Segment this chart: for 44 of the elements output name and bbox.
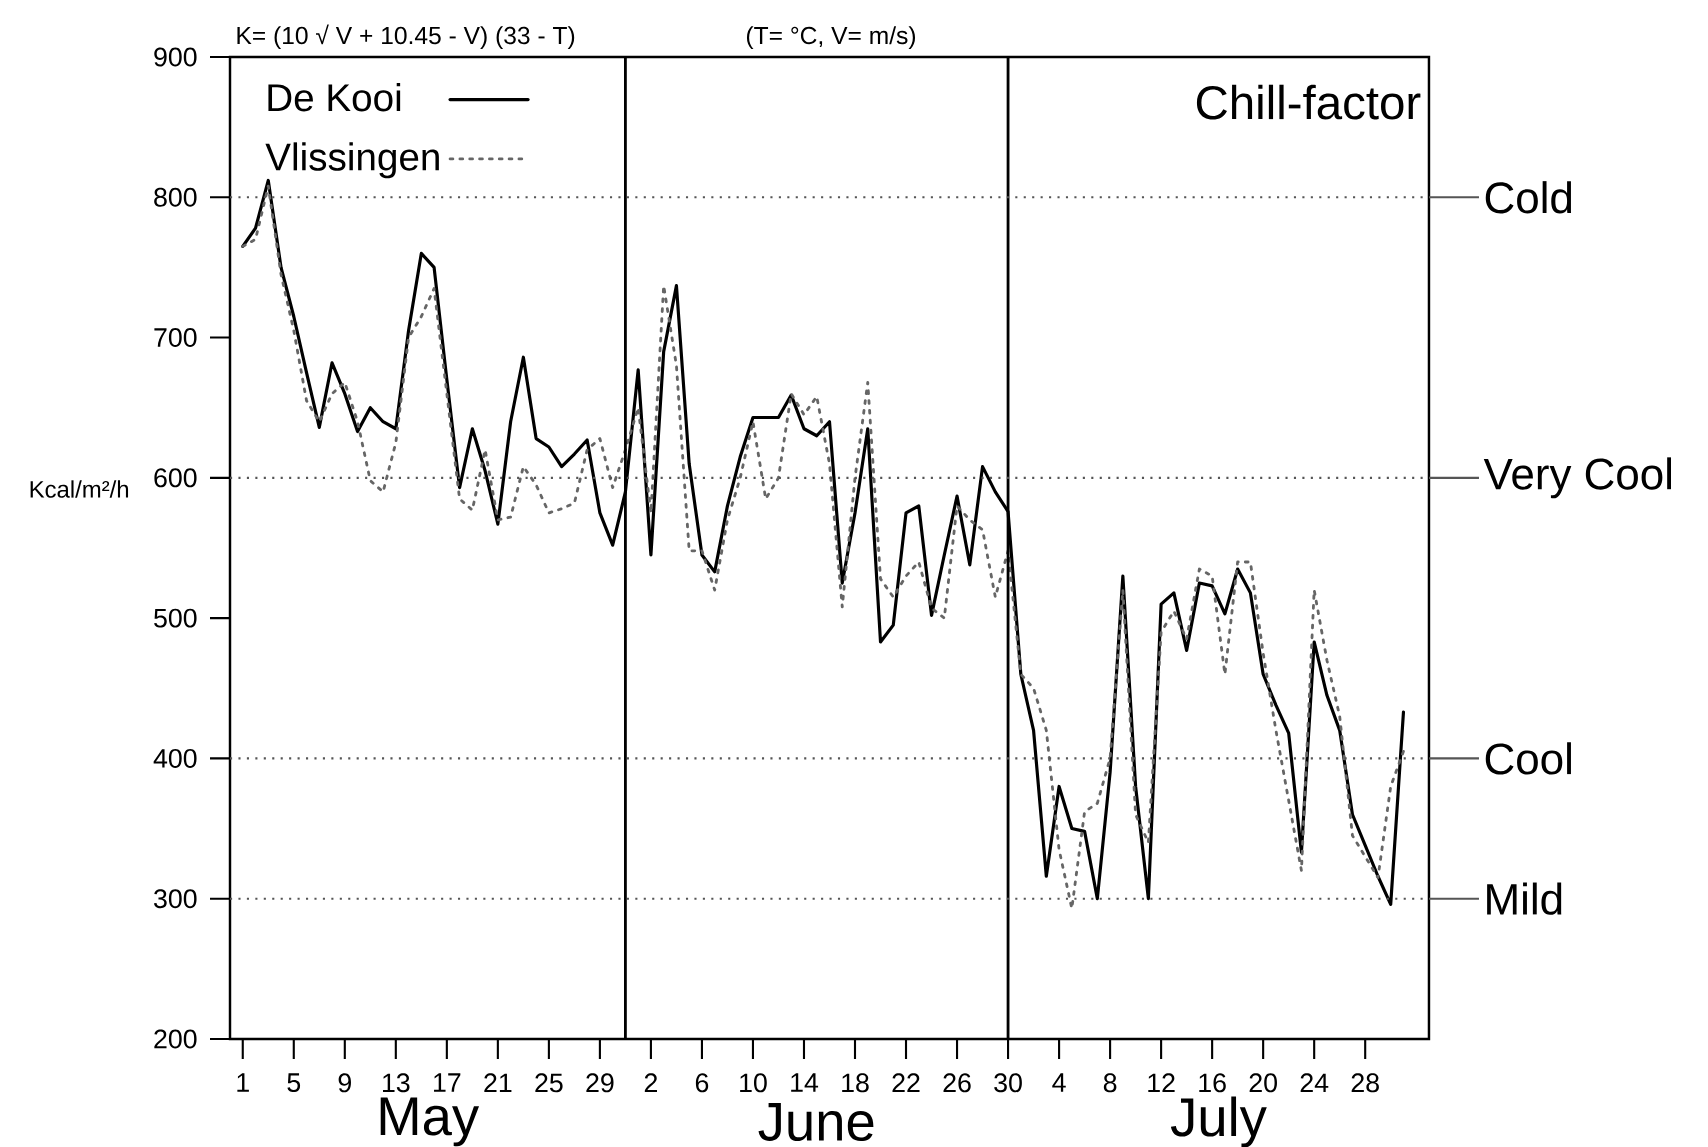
text: May — [380, 1097, 480, 1147]
x-tick-label: 22 — [892, 1073, 920, 1093]
y-tick-label: 600 — [154, 468, 197, 488]
x-tick-label: 28 — [1351, 1073, 1379, 1093]
legend-label: De Kooi — [268, 83, 401, 112]
x-tick-label: 25 — [535, 1073, 563, 1093]
y-tick-label: 400 — [153, 748, 197, 768]
x-tick-label: 26 — [943, 1073, 971, 1093]
y-tick-label: 900 — [154, 47, 197, 67]
ref-line-label: Cool — [1485, 742, 1571, 775]
ref-line-label: Mild — [1487, 882, 1562, 915]
x-tick-label: 1 — [237, 1073, 249, 1092]
chart-title: K= (10 √ V + 10.45 - V) (33 - T) — [237, 24, 575, 50]
x-tick-label: 2 — [644, 1073, 657, 1093]
y-tick-label: 200 — [154, 1029, 197, 1049]
y-tick-label: 500 — [154, 608, 197, 628]
y-axis-title: Kcal/m²/h — [30, 480, 129, 498]
y-tick-label: 700 — [154, 328, 197, 348]
x-tick-label: 13 — [383, 1073, 410, 1093]
x-tick-label: 12 — [1148, 1073, 1175, 1093]
x-tick-label: 5 — [287, 1073, 301, 1093]
x-tick-label: 16 — [1199, 1073, 1226, 1093]
text: June — [758, 1102, 874, 1142]
x-tick-label: 8 — [1103, 1073, 1117, 1093]
x-tick-label: 10 — [740, 1073, 767, 1093]
x-tick-label: 9 — [338, 1073, 351, 1093]
x-tick-label: 24 — [1300, 1073, 1329, 1093]
ref-line-label: Cold — [1485, 181, 1572, 214]
x-tick-label: 4 — [1052, 1073, 1066, 1092]
legend-label: Vlissingen — [265, 142, 439, 179]
x-tick-label: 6 — [695, 1073, 709, 1093]
text: July — [1170, 1096, 1267, 1147]
chart-subtitle: (T= °C, V= m/s) — [746, 26, 916, 50]
annotation: Chill-factor — [1196, 84, 1421, 120]
x-tick-label: 21 — [484, 1073, 512, 1093]
x-tick-label: 17 — [434, 1073, 461, 1092]
y-tick-label: 300 — [154, 889, 197, 909]
x-tick-label: 29 — [586, 1073, 614, 1093]
x-tick-label: 20 — [1249, 1073, 1277, 1093]
x-tick-label: 30 — [994, 1073, 1022, 1093]
x-tick-label: 14 — [791, 1073, 819, 1092]
ref-line-label: Very Cool — [1483, 457, 1672, 499]
y-tick-label: 800 — [154, 187, 197, 207]
x-tick-label: 18 — [842, 1073, 869, 1093]
